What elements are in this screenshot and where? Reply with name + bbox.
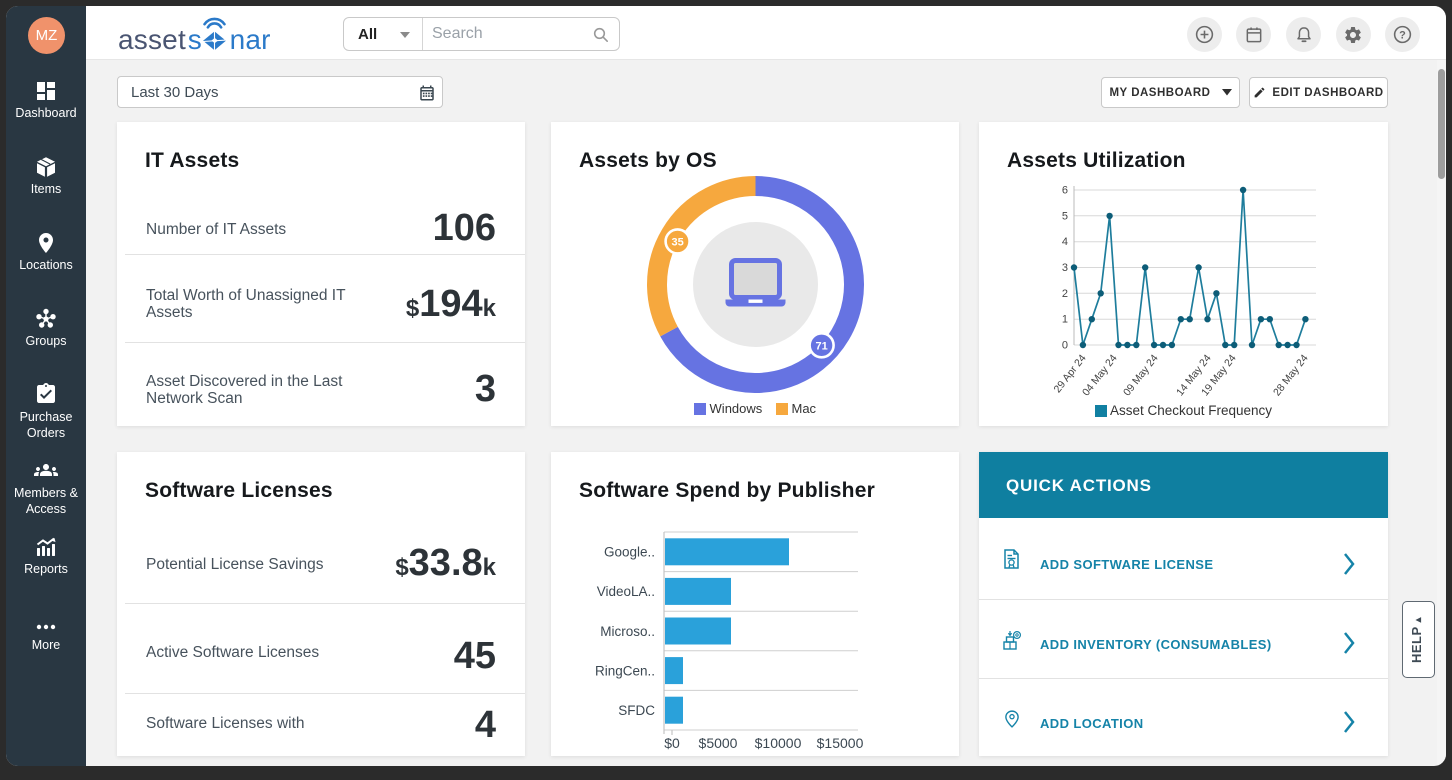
svg-text:$0: $0 xyxy=(664,735,680,751)
svg-text:6: 6 xyxy=(1062,185,1068,197)
svg-text:1: 1 xyxy=(1062,314,1068,326)
svg-text:5: 5 xyxy=(1062,210,1068,222)
svg-text:2: 2 xyxy=(1062,288,1068,300)
svg-text:?: ? xyxy=(1400,29,1407,41)
svg-text:35: 35 xyxy=(671,236,683,248)
svg-text:SFDC: SFDC xyxy=(618,703,655,718)
svg-text:09 May 24: 09 May 24 xyxy=(1121,352,1161,398)
svg-text:Microso..: Microso.. xyxy=(600,624,655,639)
svg-text:3: 3 xyxy=(1062,262,1068,274)
svg-text:28 May 24: 28 May 24 xyxy=(1271,352,1311,398)
svg-text:$5000: $5000 xyxy=(699,735,738,751)
svg-text:Google..: Google.. xyxy=(604,545,655,560)
svg-text:$15000: $15000 xyxy=(817,735,864,751)
svg-text:71: 71 xyxy=(815,340,827,352)
svg-text:0: 0 xyxy=(1062,340,1068,352)
svg-text:4: 4 xyxy=(1062,236,1068,248)
svg-text:VideoLA..: VideoLA.. xyxy=(597,584,655,599)
svg-text:RingCen..: RingCen.. xyxy=(595,663,655,678)
svg-text:$10000: $10000 xyxy=(755,735,802,751)
